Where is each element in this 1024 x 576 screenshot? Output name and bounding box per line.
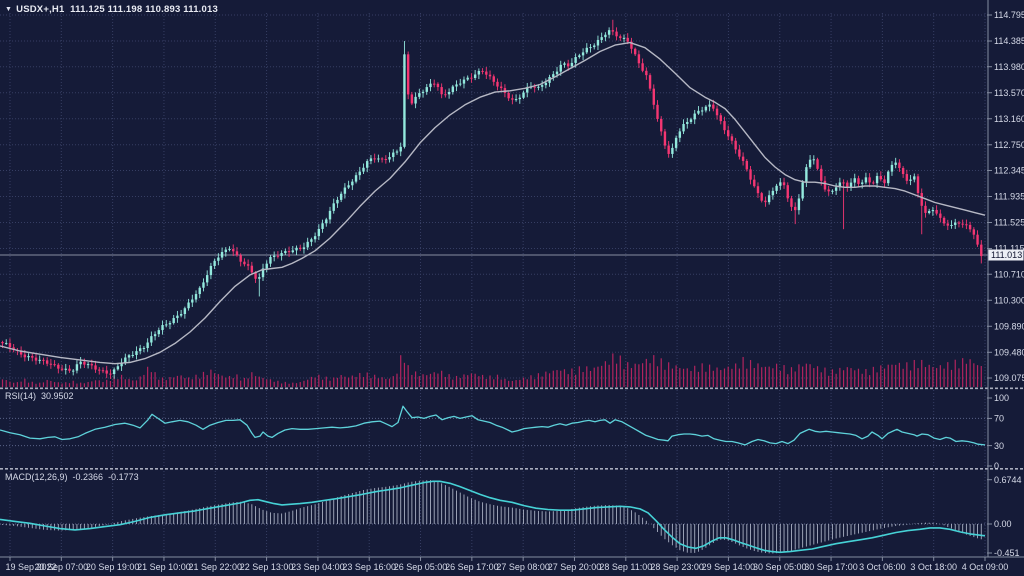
time-axis-label: 26 Sep 05:00 [394,562,448,572]
moving-average-line [0,41,986,365]
rsi-axis-label: 30 [994,441,1004,451]
time-axis-label: 23 Sep 16:00 [342,562,396,572]
panel-borders [0,0,1024,558]
rsi-axis-label: 70 [994,414,1004,424]
rsi-value: 30.9502 [41,391,74,401]
price-axis-label: 112.345 [994,166,1024,176]
price-axis-label: 111.935 [994,192,1024,202]
symbol-timeframe-label: USDX+,H1 [16,4,65,15]
volume-bars [1,353,982,387]
rsi-line [0,405,986,446]
time-axis-label: 20 Sep 19:00 [86,562,140,572]
macd-axis-label: 0.6744 [994,475,1022,485]
price-axis-label: 110.300 [994,295,1024,305]
time-axis-label: 19 Sep 2022 [5,562,56,572]
time-axis-label: 28 Sep 11:00 [599,562,652,572]
price-axis-label: 113.570 [994,88,1024,98]
price-axis-label: 109.075 [994,373,1024,383]
time-axis-label: 21 Sep 10:00 [137,562,191,572]
time-axis-label: 29 Sep 14:00 [702,562,756,572]
macd-signal-line [0,480,986,554]
current-price-tag: 111.013 [988,249,1024,261]
time-axis-label: 30 Sep 17:00 [804,562,858,572]
rsi-axis: 100 70 30 0 [987,393,1009,471]
macd-name: MACD(12,26,9) [5,472,68,482]
time-axis-label: 27 Sep 20:00 [548,562,602,572]
time-axis-label: 3 Oct 06:00 [859,562,906,572]
macd-histogram [2,480,982,554]
current-price-tag-value: 111.013 [991,250,1022,260]
time-axis-label: 20 Sep 07:00 [35,562,89,572]
price-axis-label: 109.480 [994,347,1024,357]
time-axis-label: 22 Sep 13:00 [240,562,294,572]
time-axis-label: 27 Sep 08:00 [496,562,550,572]
time-axis-label: 21 Sep 22:00 [188,562,242,572]
macd-axis-label: -0.451 [994,548,1020,558]
candles [1,19,983,379]
time-axis-label: 23 Sep 04:00 [291,562,345,572]
price-axis-label: 114.795 [994,10,1024,20]
price-axis: 114.795 114.385 113.980 113.570 113.160 112.7… [987,10,1024,383]
time-axis-label: 4 Oct 09:00 [962,562,1009,572]
macd-axis-label: 0.00 [994,519,1012,529]
price-axis-label: 110.710 [994,269,1024,279]
rsi-axis-label: 0 [994,461,999,471]
price-axis-label: 111.525 [994,218,1024,228]
rsi-indicator-label: RSI(14) 30.9502 [5,391,79,401]
time-axis-label: 3 Oct 18:00 [910,562,957,572]
price-axis-label: 114.385 [994,36,1024,46]
ohlc-readout: 111.125 111.198 110.893 111.013 [70,4,218,15]
macd-main-value: -0.2366 [72,472,104,482]
chart-symbol-title: ▼ USDX+,H1 111.125 111.198 110.893 111.01… [5,4,218,15]
macd-axis: 0.6744 0.00 -0.451 [987,475,1022,558]
rsi-name: RSI(14) [5,391,37,401]
price-axis-label: 111.115 [994,244,1024,254]
macd-signal-value: -0.1773 [108,472,139,482]
time-axis-label: 30 Sep 05:00 [753,562,807,572]
symbol-dropdown-icon[interactable]: ▼ [5,6,13,13]
gridlines [0,13,988,556]
time-axis-label: 26 Sep 17:00 [445,562,499,572]
price-axis-label: 113.980 [994,62,1024,72]
price-axis-label: 109.890 [994,321,1024,331]
macd-indicator-label: MACD(12,26,9) -0.2366 -0.1773 [5,472,144,482]
price-axis-label: 112.750 [994,140,1024,150]
time-axis-label: 28 Sep 23:00 [650,562,704,572]
rsi-axis-label: 100 [994,393,1009,403]
price-axis-label: 113.160 [994,114,1024,124]
